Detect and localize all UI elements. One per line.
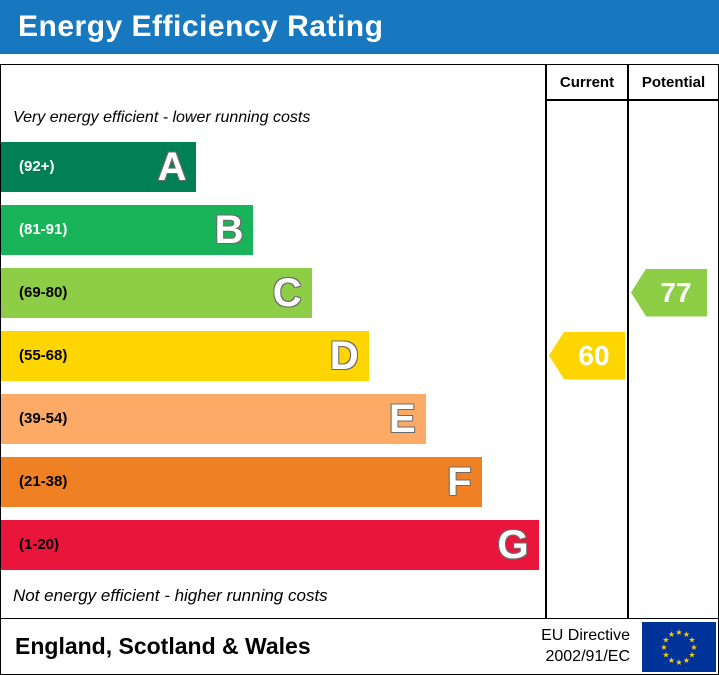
band-letter: D xyxy=(329,333,359,378)
svg-text:★: ★ xyxy=(683,656,690,665)
potential-rating-value: 77 xyxy=(660,276,692,308)
bottom-note: Not energy efficient - higher running co… xyxy=(13,586,328,605)
eu-directive-line2: 2002/91/EC xyxy=(545,647,630,665)
band-row: (55-68) D xyxy=(1,324,544,387)
band-row: (1-20) G xyxy=(1,513,544,576)
band-letter: B xyxy=(214,207,244,252)
band-range-label: (1-20) xyxy=(19,536,60,553)
band-row: (81-91) B xyxy=(1,198,544,261)
svg-text:★: ★ xyxy=(662,650,669,659)
band-bar: (81-91) B xyxy=(1,204,254,255)
band-letter: A xyxy=(157,144,187,189)
band-row: (39-54) E xyxy=(1,387,544,450)
band-range-label: (55-68) xyxy=(19,347,68,364)
band-letter: E xyxy=(388,396,416,441)
svg-text:★: ★ xyxy=(688,635,695,644)
eu-directive-label: EU Directive 2002/91/EC xyxy=(541,626,642,668)
band-range-label: (39-54) xyxy=(19,410,68,427)
eu-directive-line1: EU Directive xyxy=(541,626,630,644)
band-letter: G xyxy=(497,522,529,567)
current-rating-value: 60 xyxy=(578,339,610,371)
region-label: England, Scotland & Wales xyxy=(15,633,311,659)
current-column-header: Current xyxy=(559,73,615,91)
svg-text:★: ★ xyxy=(660,643,667,652)
band-bar: (92+) A xyxy=(1,141,197,192)
column-divider xyxy=(545,65,547,618)
svg-text:★: ★ xyxy=(675,628,682,637)
band-letter: F xyxy=(447,459,472,504)
top-note: Very energy efficient - lower running co… xyxy=(13,109,311,126)
band-row: (69-80) C xyxy=(1,261,544,324)
header-divider xyxy=(545,99,718,101)
band-bar: (39-54) E xyxy=(1,393,426,444)
band-bar: (1-20) G xyxy=(1,519,539,570)
svg-text:★: ★ xyxy=(675,658,682,667)
svg-text:★: ★ xyxy=(688,650,695,659)
bands: (92+) A (81-91) B (69-80) C (55-68) D (3… xyxy=(1,135,544,576)
title-bar: Energy Efficiency Rating xyxy=(0,0,719,54)
band-range-label: (81-91) xyxy=(19,221,68,238)
svg-text:★: ★ xyxy=(683,630,690,639)
band-letter: C xyxy=(272,270,302,315)
band-row: (92+) A xyxy=(1,135,544,198)
band-range-label: (69-80) xyxy=(19,284,68,301)
band-bar: (21-38) F xyxy=(1,456,482,507)
svg-text:★: ★ xyxy=(668,630,675,639)
band-bar: (55-68) D xyxy=(1,330,369,381)
footer: England, Scotland & Wales EU Directive 2… xyxy=(0,619,719,675)
band-range-label: (21-38) xyxy=(19,473,68,490)
current-rating-arrow: 60 xyxy=(549,331,625,380)
epc-chart: Current Potential Very energy efficient … xyxy=(0,64,719,619)
band-area: Very energy efficient - lower running co… xyxy=(1,101,544,616)
potential-rating-arrow: 77 xyxy=(631,268,707,317)
band-bar: (69-80) C xyxy=(1,267,312,318)
potential-column-header: Potential xyxy=(641,73,706,91)
svg-text:★: ★ xyxy=(690,643,697,652)
eu-flag-icon: ★ ★ ★ ★ ★ ★ ★ ★ ★ ★ ★ ★ xyxy=(642,621,716,672)
page-title: Energy Efficiency Rating xyxy=(18,10,384,43)
band-row: (21-38) F xyxy=(1,450,544,513)
svg-text:★: ★ xyxy=(662,635,669,644)
svg-text:★: ★ xyxy=(668,656,675,665)
band-range-label: (92+) xyxy=(19,158,55,175)
column-divider xyxy=(627,65,629,618)
